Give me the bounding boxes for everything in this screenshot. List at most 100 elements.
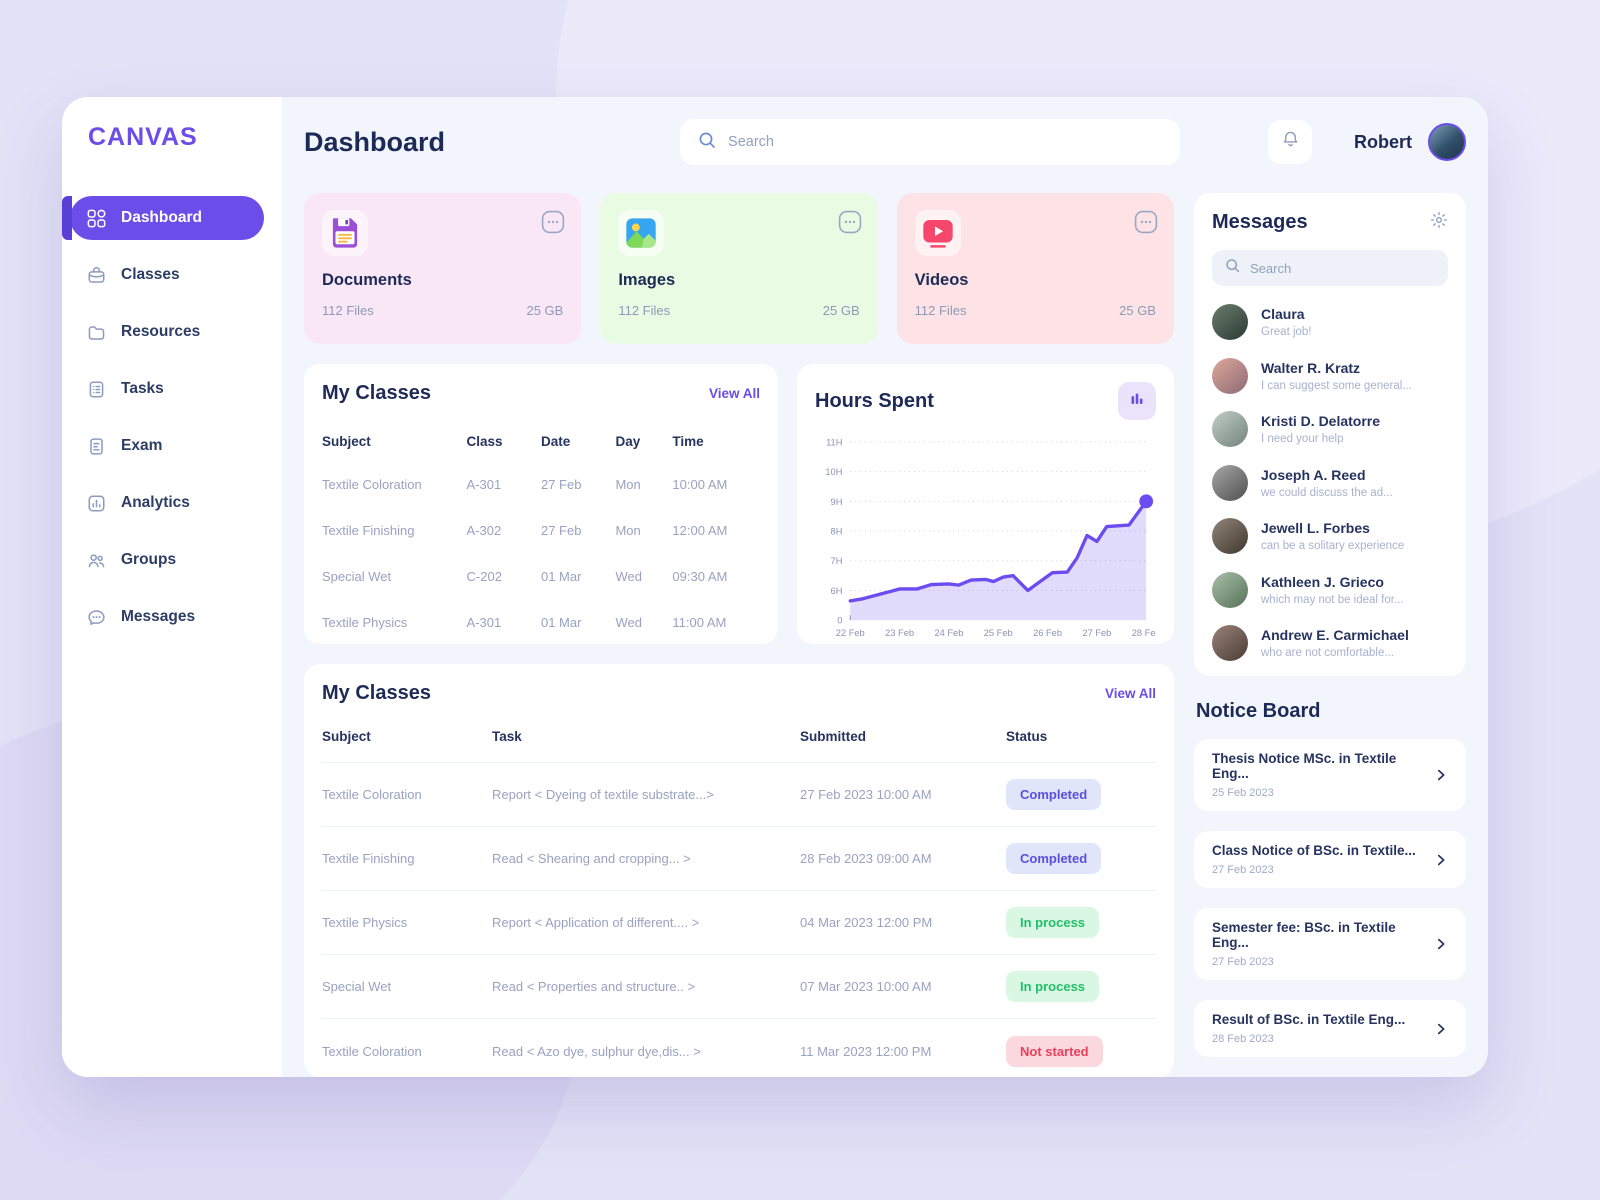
- videos-icon: [914, 210, 961, 256]
- column-header: Class: [466, 433, 503, 449]
- message-sender-name: Jewell L. Forbes: [1261, 520, 1370, 536]
- message-preview: which may not be ideal for...: [1261, 593, 1404, 606]
- more-options-icon[interactable]: [1134, 210, 1158, 239]
- status-badge: In process: [1006, 971, 1100, 1002]
- notifications-button[interactable]: [1268, 120, 1312, 164]
- messages-search[interactable]: [1212, 250, 1448, 286]
- table-cell: A-301: [466, 476, 502, 492]
- task-subject: Textile Physics: [322, 915, 408, 930]
- avatar: [1212, 571, 1248, 608]
- stat-title: Videos: [914, 271, 969, 289]
- notice-item[interactable]: Result of BSc. in Textile Eng... 28 Feb …: [1194, 1000, 1466, 1057]
- stat-files-count: 112 Files: [914, 303, 967, 318]
- more-options-icon[interactable]: [838, 210, 862, 239]
- sidebar-nav: Dashboard Classes Resources Tasks Exam A…: [62, 196, 282, 639]
- notice-date: 27 Feb 2023: [1212, 864, 1274, 876]
- stat-title: Images: [618, 271, 676, 289]
- sidebar-item-label: Messages: [121, 608, 196, 625]
- settings-gear-icon[interactable]: [1430, 211, 1448, 234]
- column-header: Time: [672, 433, 704, 449]
- messages-search-input[interactable]: [1250, 260, 1435, 276]
- middle-row: My Classes View All Subject Class Date Day T…: [304, 364, 1174, 644]
- page-title: Dashboard: [304, 126, 446, 157]
- content: Documents 112 Files 25 GB Images 112 Fil…: [304, 193, 1466, 1077]
- table-cell: Mon: [615, 476, 641, 492]
- chart-type-button[interactable]: [1118, 382, 1156, 420]
- sidebar-item-groups[interactable]: Groups: [70, 538, 272, 582]
- sidebar-item-analytics[interactable]: Analytics: [70, 481, 272, 525]
- message-item[interactable]: Claura Great job!: [1212, 304, 1448, 340]
- sidebar-item-classes[interactable]: Classes: [70, 253, 272, 297]
- search-icon: [698, 131, 716, 154]
- avatar: [1212, 625, 1248, 661]
- task-subject: Textile Finishing: [322, 851, 415, 866]
- notice-item[interactable]: Class Notice of BSc. in Textile... 27 Fe…: [1194, 831, 1466, 888]
- column-header: Submitted: [800, 729, 866, 744]
- schedule-card-title: My Classes: [322, 382, 431, 404]
- app-logo: CANVAS: [88, 123, 198, 151]
- table-cell: 01 Mar: [540, 614, 582, 630]
- topbar-right: Robert: [1268, 120, 1466, 164]
- message-item[interactable]: Kristi D. Delatorre I need your help: [1212, 411, 1448, 447]
- sidebar-item-label: Dashboard: [121, 209, 202, 226]
- global-search[interactable]: [680, 119, 1181, 165]
- tasks-header-row: Subject Task Submitted Status: [322, 711, 1156, 763]
- sidebar-item-resources[interactable]: Resources: [70, 310, 272, 354]
- sidebar-item-label: Tasks: [121, 380, 164, 397]
- schedule-view-all-link[interactable]: View All: [708, 386, 760, 401]
- stat-size: 25 GB: [1119, 303, 1156, 318]
- message-item[interactable]: Jewell L. Forbes can be a solitary exper…: [1212, 518, 1448, 554]
- status-badge: In process: [1006, 907, 1100, 938]
- sidebar-item-dashboard[interactable]: Dashboard: [62, 196, 264, 240]
- tasks-icon: [86, 379, 106, 399]
- sidebar-item-exam[interactable]: Exam: [70, 424, 272, 468]
- sidebar-item-messages[interactable]: Messages: [70, 595, 272, 639]
- column-header: Day: [615, 433, 641, 449]
- user-avatar[interactable]: [1428, 123, 1466, 161]
- column-header: Task: [492, 729, 522, 744]
- tasks-view-all-link[interactable]: View All: [1104, 686, 1156, 701]
- bar-chart-icon: [1129, 391, 1145, 412]
- table-row: Special Wet C-202 01 Mar Wed 09:30 AM: [322, 553, 760, 599]
- table-cell: Textile Physics: [322, 614, 408, 630]
- notice-item[interactable]: Semester fee: BSc. in Textile Eng... 27 …: [1194, 908, 1466, 980]
- message-item[interactable]: Walter R. Kratz I can suggest some gener…: [1212, 357, 1448, 394]
- documents-icon: [322, 210, 368, 256]
- table-row: Textile Physics A-301 01 Mar Wed 11:00 AM: [322, 599, 760, 645]
- more-options-icon[interactable]: [541, 210, 565, 239]
- column-header: Status: [1006, 729, 1048, 744]
- notice-item[interactable]: Thesis Notice MSc. in Textile Eng... 25 …: [1194, 739, 1466, 811]
- table-cell: Special Wet: [322, 568, 392, 584]
- my-classes-schedule-card: My Classes View All Subject Class Date Day T…: [304, 364, 778, 644]
- table-row: Textile Finishing Read < Shearing and cr…: [322, 827, 1156, 891]
- tasks-card-title: My Classes: [322, 682, 431, 704]
- notice-date: 27 Feb 2023: [1212, 956, 1274, 968]
- table-cell: Wed: [615, 614, 642, 630]
- sidebar-item-tasks[interactable]: Tasks: [70, 367, 272, 411]
- message-preview: who are not comfortable...: [1261, 647, 1394, 659]
- task-subject: Textile Coloration: [322, 1043, 422, 1059]
- task-subject: Textile Coloration: [322, 787, 422, 802]
- column-header: Subject: [322, 433, 371, 449]
- search-input[interactable]: [728, 134, 1163, 150]
- message-preview: can be a solitary experience: [1261, 540, 1405, 552]
- avatar: [1212, 304, 1248, 340]
- messages-list: Claura Great job! Walter R. Kratz I can …: [1212, 304, 1448, 676]
- sidebar: CANVAS Dashboard Classes Resources Tasks…: [62, 97, 282, 1077]
- avatar: [1212, 357, 1248, 394]
- message-item[interactable]: Andrew E. Carmichael who are not comfort…: [1212, 625, 1448, 661]
- svg-text:6H: 6H: [831, 586, 843, 596]
- table-cell: Mon: [615, 522, 641, 538]
- table-cell: 10:00 AM: [672, 476, 728, 492]
- images-icon: [618, 210, 665, 256]
- svg-text:25 Feb: 25 Feb: [984, 628, 1013, 638]
- column-header: Date: [540, 433, 571, 449]
- message-preview: we could discuss the ad...: [1261, 486, 1393, 499]
- message-item[interactable]: Joseph A. Reed we could discuss the ad..…: [1212, 464, 1448, 501]
- app-window: CANVAS Dashboard Classes Resources Tasks…: [62, 97, 1488, 1077]
- svg-text:24 Feb: 24 Feb: [934, 628, 963, 638]
- task-description: Read < Azo dye, sulphur dye,dis... >: [492, 1043, 701, 1059]
- message-item[interactable]: Kathleen J. Grieco which may not be idea…: [1212, 571, 1448, 608]
- table-cell: 12:00 AM: [672, 522, 728, 538]
- notice-title: Class Notice of BSc. in Textile...: [1212, 843, 1416, 858]
